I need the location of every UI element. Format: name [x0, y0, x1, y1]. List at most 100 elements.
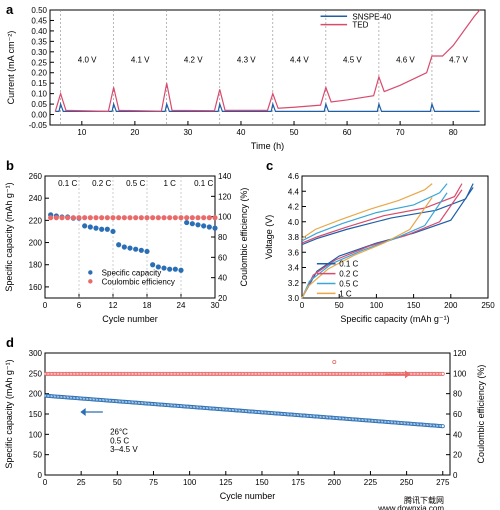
svg-text:Coulombic efficiency: Coulombic efficiency	[102, 277, 175, 286]
svg-text:0.35: 0.35	[31, 37, 47, 46]
svg-text:250: 250	[400, 478, 414, 487]
svg-text:4.5 V: 4.5 V	[343, 55, 362, 64]
svg-text:40: 40	[453, 430, 462, 439]
svg-text:3.8: 3.8	[288, 233, 300, 242]
svg-text:20: 20	[130, 128, 139, 137]
svg-text:1 C: 1 C	[339, 289, 352, 298]
svg-text:4.7 V: 4.7 V	[449, 55, 468, 64]
svg-text:3.2: 3.2	[288, 279, 300, 288]
svg-text:0.10: 0.10	[31, 90, 47, 99]
svg-text:-0.05: -0.05	[29, 121, 48, 130]
svg-text:50: 50	[290, 128, 299, 137]
svg-text:Cycle number: Cycle number	[102, 314, 158, 324]
svg-text:240: 240	[29, 194, 43, 203]
svg-text:150: 150	[407, 301, 421, 310]
svg-text:Coulombic efficiency (%): Coulombic efficiency (%)	[239, 188, 249, 287]
svg-text:0.25: 0.25	[31, 58, 47, 67]
svg-text:180: 180	[29, 261, 43, 270]
svg-text:0.40: 0.40	[31, 27, 47, 36]
svg-text:4.6: 4.6	[288, 172, 300, 181]
svg-text:Specific capacity (mAh g⁻¹): Specific capacity (mAh g⁻¹)	[4, 359, 14, 468]
svg-text:0.5 C: 0.5 C	[339, 280, 358, 289]
svg-text:50: 50	[33, 451, 42, 460]
svg-text:25: 25	[77, 478, 86, 487]
svg-text:20: 20	[453, 451, 462, 460]
panel-b-label: b	[6, 158, 14, 173]
svg-text:140: 140	[218, 172, 232, 181]
svg-text:50: 50	[335, 301, 344, 310]
svg-text:4.4: 4.4	[288, 187, 300, 196]
svg-text:40: 40	[218, 274, 227, 283]
svg-text:200: 200	[29, 239, 43, 248]
svg-text:200: 200	[444, 301, 458, 310]
svg-text:0.1 C: 0.1 C	[58, 179, 77, 188]
svg-text:Specific capacity (mAh g⁻¹): Specific capacity (mAh g⁻¹)	[340, 314, 449, 324]
svg-text:100: 100	[183, 478, 197, 487]
panel-b-chart: 0612182430160180200220240260204060801001…	[0, 158, 260, 333]
svg-text:Voltage (V): Voltage (V)	[264, 215, 274, 260]
svg-text:100: 100	[29, 430, 43, 439]
svg-text:4.4 V: 4.4 V	[290, 55, 309, 64]
svg-text:4.3 V: 4.3 V	[237, 55, 256, 64]
svg-text:0.05: 0.05	[31, 100, 47, 109]
svg-text:100: 100	[453, 369, 467, 378]
svg-text:0.50: 0.50	[31, 6, 47, 15]
panel-d-chart: 0255075100125150175200225250275050100150…	[0, 335, 500, 510]
svg-text:0: 0	[300, 301, 305, 310]
svg-text:3–4.5 V: 3–4.5 V	[110, 445, 138, 454]
svg-text:60: 60	[218, 253, 227, 262]
svg-text:150: 150	[255, 478, 269, 487]
svg-text:100: 100	[370, 301, 384, 310]
svg-text:26°C: 26°C	[110, 427, 128, 436]
svg-text:100: 100	[218, 213, 232, 222]
svg-text:275: 275	[436, 478, 450, 487]
svg-text:0.5 C: 0.5 C	[110, 436, 129, 445]
svg-text:4.2: 4.2	[288, 203, 300, 212]
svg-text:3.4: 3.4	[288, 264, 300, 273]
panel-a-label: a	[6, 2, 13, 17]
svg-text:0: 0	[43, 478, 48, 487]
svg-text:6: 6	[77, 301, 82, 310]
svg-text:70: 70	[396, 128, 405, 137]
svg-text:3.0: 3.0	[288, 294, 300, 303]
svg-text:Specific capacity (mAh g⁻¹): Specific capacity (mAh g⁻¹)	[4, 182, 14, 291]
svg-text:0.2 C: 0.2 C	[339, 270, 358, 279]
svg-text:Coulombic efficiency (%): Coulombic efficiency (%)	[476, 365, 486, 464]
svg-text:40: 40	[237, 128, 246, 137]
svg-text:0.20: 0.20	[31, 69, 47, 78]
svg-text:0.2 C: 0.2 C	[92, 179, 111, 188]
svg-text:www.downxia.com: www.downxia.com	[377, 504, 444, 510]
svg-text:4.2 V: 4.2 V	[184, 55, 203, 64]
panel-c-chart: 0 50 100 150 200 250 3.0 3.2 3.4 3.6 3.8 4.0 4.2 4.4 4…	[260, 158, 500, 333]
svg-text:250: 250	[481, 301, 495, 310]
svg-text:20: 20	[218, 294, 227, 303]
svg-text:120: 120	[453, 349, 467, 358]
svg-text:200: 200	[328, 478, 342, 487]
svg-text:80: 80	[218, 233, 227, 242]
svg-text:0.15: 0.15	[31, 79, 47, 88]
svg-text:4.1 V: 4.1 V	[131, 55, 150, 64]
svg-text:60: 60	[453, 410, 462, 419]
svg-text:200: 200	[29, 390, 43, 399]
svg-text:0: 0	[453, 471, 458, 480]
svg-text:30: 30	[183, 128, 192, 137]
svg-text:4.0 V: 4.0 V	[78, 55, 97, 64]
panel-a-chart: 1020304050607080-0.050.000.050.100.150.2…	[0, 0, 500, 155]
svg-text:120: 120	[218, 192, 232, 201]
svg-text:10: 10	[77, 128, 86, 137]
svg-text:0.5 C: 0.5 C	[126, 179, 145, 188]
panel-d-label: d	[6, 335, 14, 350]
svg-text:Cycle number: Cycle number	[220, 491, 276, 501]
svg-text:Specific capacity: Specific capacity	[102, 268, 162, 277]
svg-text:24: 24	[177, 301, 186, 310]
svg-text:Time (h): Time (h)	[251, 141, 284, 151]
svg-text:3.6: 3.6	[288, 248, 300, 257]
svg-text:220: 220	[29, 216, 43, 225]
svg-text:4.6 V: 4.6 V	[396, 55, 415, 64]
svg-text:175: 175	[291, 478, 305, 487]
svg-text:80: 80	[453, 390, 462, 399]
svg-text:4.0: 4.0	[288, 218, 300, 227]
svg-text:0.1 C: 0.1 C	[339, 260, 358, 269]
svg-text:18: 18	[143, 301, 152, 310]
svg-text:0.00: 0.00	[31, 111, 47, 120]
